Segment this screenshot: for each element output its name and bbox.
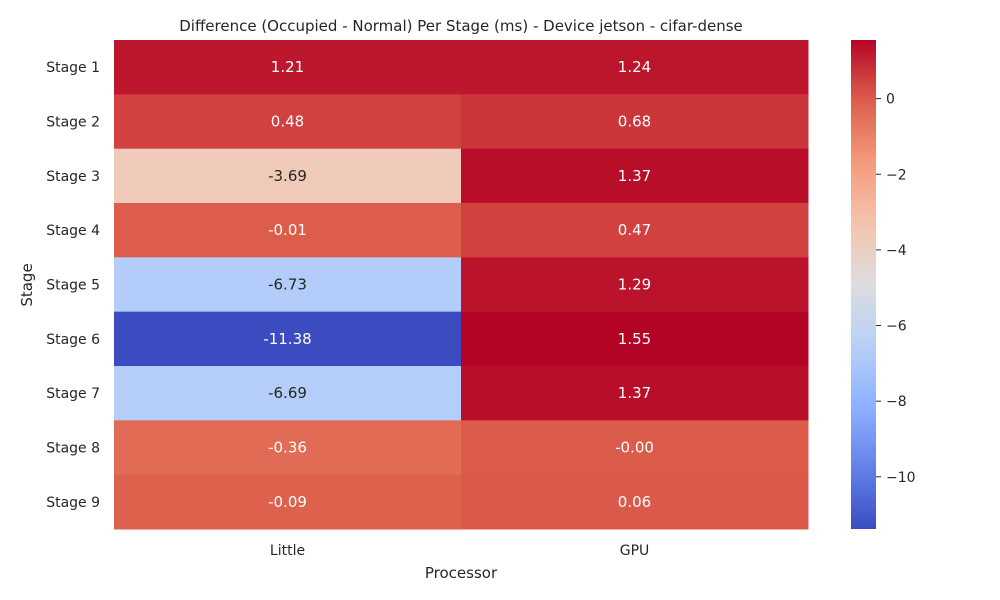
heatmap-cell xyxy=(461,366,809,421)
y-tick-label: Stage 2 xyxy=(46,115,100,131)
colorbar-tick-label: −4 xyxy=(886,243,907,259)
y-tick-label: Stage 8 xyxy=(46,441,100,457)
colorbar-tick-label: 0 xyxy=(886,92,895,108)
colorbar xyxy=(851,40,876,529)
y-axis-label: Stage xyxy=(18,263,36,306)
y-tick-label: Stage 4 xyxy=(46,223,100,239)
x-tick-labels: Little GPU xyxy=(270,543,649,559)
heatmap-cell xyxy=(461,420,809,476)
cell-value-label: -0.36 xyxy=(268,439,307,457)
heatmap-cell xyxy=(114,366,462,421)
heatmap-cell xyxy=(114,148,462,204)
cell-value-label: 1.55 xyxy=(618,330,651,348)
heatmap-cell xyxy=(114,203,462,258)
heatmap-cell xyxy=(114,474,462,530)
cell-value-label: 1.21 xyxy=(271,58,304,76)
cell-value-label: 1.29 xyxy=(618,276,651,294)
colorbar-tick-label: −2 xyxy=(886,167,907,183)
cell-value-label: 0.47 xyxy=(618,221,651,239)
heatmap-cell xyxy=(114,40,462,95)
cell-value-label: -0.01 xyxy=(268,221,307,239)
y-tick-labels: Stage 1 Stage 2 Stage 3 Stage 4 Stage 5 Stage… xyxy=(46,60,100,511)
y-tick-label: Stage 5 xyxy=(46,278,100,294)
cell-value-label: -6.69 xyxy=(268,384,307,402)
y-tick-label: Stage 1 xyxy=(46,60,100,76)
colorbar-tick-label: −8 xyxy=(886,394,907,410)
y-tick-label: Stage 6 xyxy=(46,332,100,348)
cell-value-label: -0.00 xyxy=(615,439,654,457)
cell-value-label: -3.69 xyxy=(268,167,307,185)
heatmap-cell xyxy=(114,311,462,367)
heatmap-cell xyxy=(461,40,809,95)
cell-value-label: -11.38 xyxy=(263,330,311,348)
heatmap-cell xyxy=(461,148,809,204)
x-tick-label: GPU xyxy=(620,543,650,559)
y-tick-label: Stage 7 xyxy=(46,386,100,402)
heatmap-cells: 1.21 1.24 0.48 0.68 -3.69 1.37 -0.01 0.47 -6.73 1… xyxy=(114,40,809,530)
heatmap-cell xyxy=(114,94,462,150)
heatmap-cell xyxy=(114,257,462,313)
cell-value-label: 1.24 xyxy=(618,58,651,76)
heatmap-cell xyxy=(461,311,809,367)
chart-title: Difference (Occupied - Normal) Per Stage… xyxy=(179,17,743,35)
cell-value-label: 0.68 xyxy=(618,113,651,131)
heatmap-cell xyxy=(114,420,462,476)
heatmap-cell xyxy=(461,94,809,150)
colorbar-tick-label: −6 xyxy=(886,319,907,335)
y-tick-label: Stage 9 xyxy=(46,495,100,511)
cell-value-label: -0.09 xyxy=(268,493,307,511)
colorbar-ticks: 0 −2 −4 −6 −8 −10 xyxy=(876,92,916,486)
heatmap-cell xyxy=(461,474,809,530)
heatmap-cell xyxy=(461,203,809,258)
x-axis-label: Processor xyxy=(425,564,498,582)
colorbar-tick-label: −10 xyxy=(886,470,916,486)
cell-value-label: 0.06 xyxy=(618,493,651,511)
heatmap-cell xyxy=(461,257,809,313)
y-tick-label: Stage 3 xyxy=(46,169,100,185)
cell-value-label: -6.73 xyxy=(268,276,307,294)
cell-value-label: 0.48 xyxy=(271,113,304,131)
cell-value-label: 1.37 xyxy=(618,384,651,402)
x-tick-label: Little xyxy=(270,543,305,559)
cell-value-label: 1.37 xyxy=(618,167,651,185)
